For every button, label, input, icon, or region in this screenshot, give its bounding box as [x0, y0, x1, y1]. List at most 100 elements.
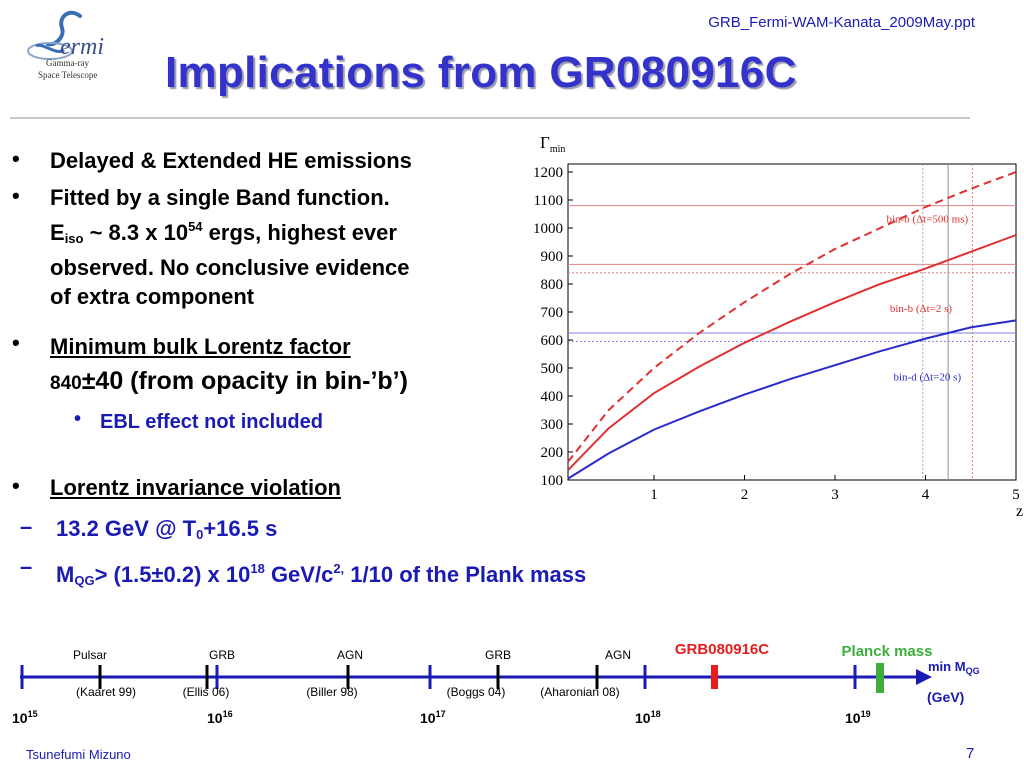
qg-subscript: QG	[74, 573, 95, 588]
x-tick-label: 3	[831, 487, 839, 503]
dash-text: MQG> (1.5±0.2) x 1018 GeV/c2, 1/10 of th…	[56, 554, 776, 595]
scale-axis-unit: (GeV)	[927, 689, 964, 705]
decade-label: 1019	[845, 709, 871, 726]
y-tick-label: 800	[541, 277, 564, 293]
decade-label: 1018	[635, 709, 661, 726]
dash-text-a: 13.2 GeV @ T	[56, 516, 197, 541]
series-line	[567, 171, 1017, 463]
dash-char: –	[20, 514, 33, 539]
decade-exponent: 17	[436, 709, 446, 719]
x-axis-label: z	[1016, 503, 1023, 518]
measurement-reference: (Biller 98)	[306, 685, 357, 699]
y-tick-label: 700	[541, 305, 564, 321]
decade-exponent: 18	[651, 709, 661, 719]
logo-name: ermi	[60, 34, 104, 60]
dash-text-b: > (1.5±0.2) x 10	[94, 562, 251, 587]
y-axis-label-sub: min	[550, 144, 566, 155]
measurement-reference: (Ellis 06)	[183, 685, 230, 699]
lorentz-factor-title: Minimum bulk Lorentz factor	[50, 334, 351, 359]
measurement-object: AGN	[605, 648, 631, 662]
dash-text-a: M	[56, 562, 75, 587]
dash-text: 13.2 GeV @ T0+16.5 s	[56, 514, 534, 549]
liv-title: Lorentz invariance violation	[50, 475, 341, 500]
mass-exponent: 18	[250, 561, 265, 576]
decade-base: 10	[635, 710, 651, 726]
logo-line2: Space Telescope	[38, 70, 98, 80]
bullet-dot: •	[12, 183, 20, 208]
decade-base: 10	[12, 710, 28, 726]
fermi-logo: ermi Gamma-ray Space Telescope	[18, 6, 128, 88]
bullet-text: Minimum bulk Lorentz factor 840±40 (from…	[50, 330, 528, 401]
dash-text-d: 1/10 of the Plank mass	[344, 562, 587, 587]
y-tick-label: 900	[541, 249, 564, 265]
series-label: bin-b (Δt=500 ms)	[886, 213, 968, 225]
t0-subscript: 0	[196, 527, 204, 542]
y-tick-label: 100	[541, 473, 564, 489]
y-tick-label: 400	[541, 389, 564, 405]
grb080916c-marker	[711, 665, 718, 689]
energy-value: ~ 8.3 x 10	[83, 220, 189, 245]
decade-label: 1017	[420, 709, 446, 726]
bullet-text: Delayed & Extended HE emissions	[50, 148, 412, 173]
sub-bullet-text: EBL effect not included	[100, 411, 323, 433]
bullet-text: Fitted by a single Band function. Eiso ~…	[50, 183, 528, 311]
plot-frame	[567, 163, 1017, 481]
series-line	[567, 319, 1017, 480]
y-tick-label: 500	[541, 361, 564, 377]
y-tick-label: 1000	[533, 221, 563, 237]
dash-text-b: +16.5 s	[203, 516, 278, 541]
y-axis-label: Γmin	[540, 133, 565, 155]
y-axis-label-main: Γ	[540, 133, 550, 152]
bullet-dot: •	[12, 473, 20, 498]
scale-axis-label: min MQG	[928, 659, 980, 676]
measurement-object: AGN	[337, 648, 363, 662]
x-tick-label: 4	[922, 487, 930, 503]
bullet-dot: •	[12, 330, 20, 355]
energy-exponent: 54	[188, 219, 203, 234]
decade-base: 10	[420, 710, 436, 726]
y-tick-label: 200	[541, 445, 564, 461]
y-tick-label: 300	[541, 417, 564, 433]
band-line-4: of extra component	[50, 284, 255, 309]
lorentz-factor-value: 840±40 (from opacity in bin-’b’)	[50, 364, 528, 401]
measurement-object: GRB	[485, 648, 511, 662]
header-filename: GRB_Fermi-WAM-Kanata_2009May.ppt	[708, 14, 975, 31]
measurement-object: GRB	[209, 648, 235, 662]
series-label: bin-d (Δt=20 s)	[893, 372, 961, 384]
band-line-1: Fitted by a single Band function.	[50, 185, 390, 210]
measurement-object: Pulsar	[73, 648, 107, 662]
e-symbol: E	[50, 220, 65, 245]
page-title: Implications from GR080916C	[165, 48, 797, 97]
measurement-reference: (Aharonian 08)	[540, 685, 619, 699]
decade-base: 10	[207, 710, 223, 726]
grb080916c-label: GRB080916C	[675, 641, 769, 658]
series-line	[567, 234, 1017, 471]
decade-exponent: 15	[28, 709, 38, 719]
x-tick-label: 1	[650, 487, 658, 503]
x-tick-label: 2	[741, 487, 749, 503]
y-tick-label: 1200	[533, 165, 563, 181]
lorentz-factor-chart: bin-b (Δt=500 ms) bin-b (Δt=2 s) bin-d (Δt…	[533, 133, 1023, 518]
page-number: 7	[966, 745, 975, 762]
lorentz-factor-number: 840	[50, 373, 82, 394]
x-tick-label: 5	[1012, 487, 1020, 503]
decade-exponent: 16	[223, 709, 233, 719]
logo-line1: Gamma-ray	[46, 58, 89, 68]
scale-axis-arrow	[916, 669, 932, 685]
dash-text-c: GeV/c	[264, 562, 334, 587]
decade-exponent: 19	[861, 709, 871, 719]
c-exponent: 2,	[333, 561, 345, 576]
decade-label: 1016	[207, 709, 233, 726]
measurement-reference: (Kaaret 99)	[76, 685, 136, 699]
y-tick-label: 1100	[534, 193, 563, 209]
band-line-2: Eiso ~ 8.3 x 1054 ergs, highest ever	[50, 212, 528, 253]
footer-author: Tsunefumi Mizuno	[26, 747, 131, 762]
measurement-reference: (Boggs 04)	[447, 685, 506, 699]
scale-axis-label-main: min M	[928, 659, 966, 674]
y-tick-label: 600	[541, 333, 564, 349]
band-line-3: observed. No conclusive evidence	[50, 255, 410, 280]
bullet-dot: •	[12, 146, 20, 171]
lorentz-factor-rest: ±40 (from opacity in bin-’b’)	[81, 367, 408, 395]
series-label: bin-b (Δt=2 s)	[890, 303, 952, 315]
